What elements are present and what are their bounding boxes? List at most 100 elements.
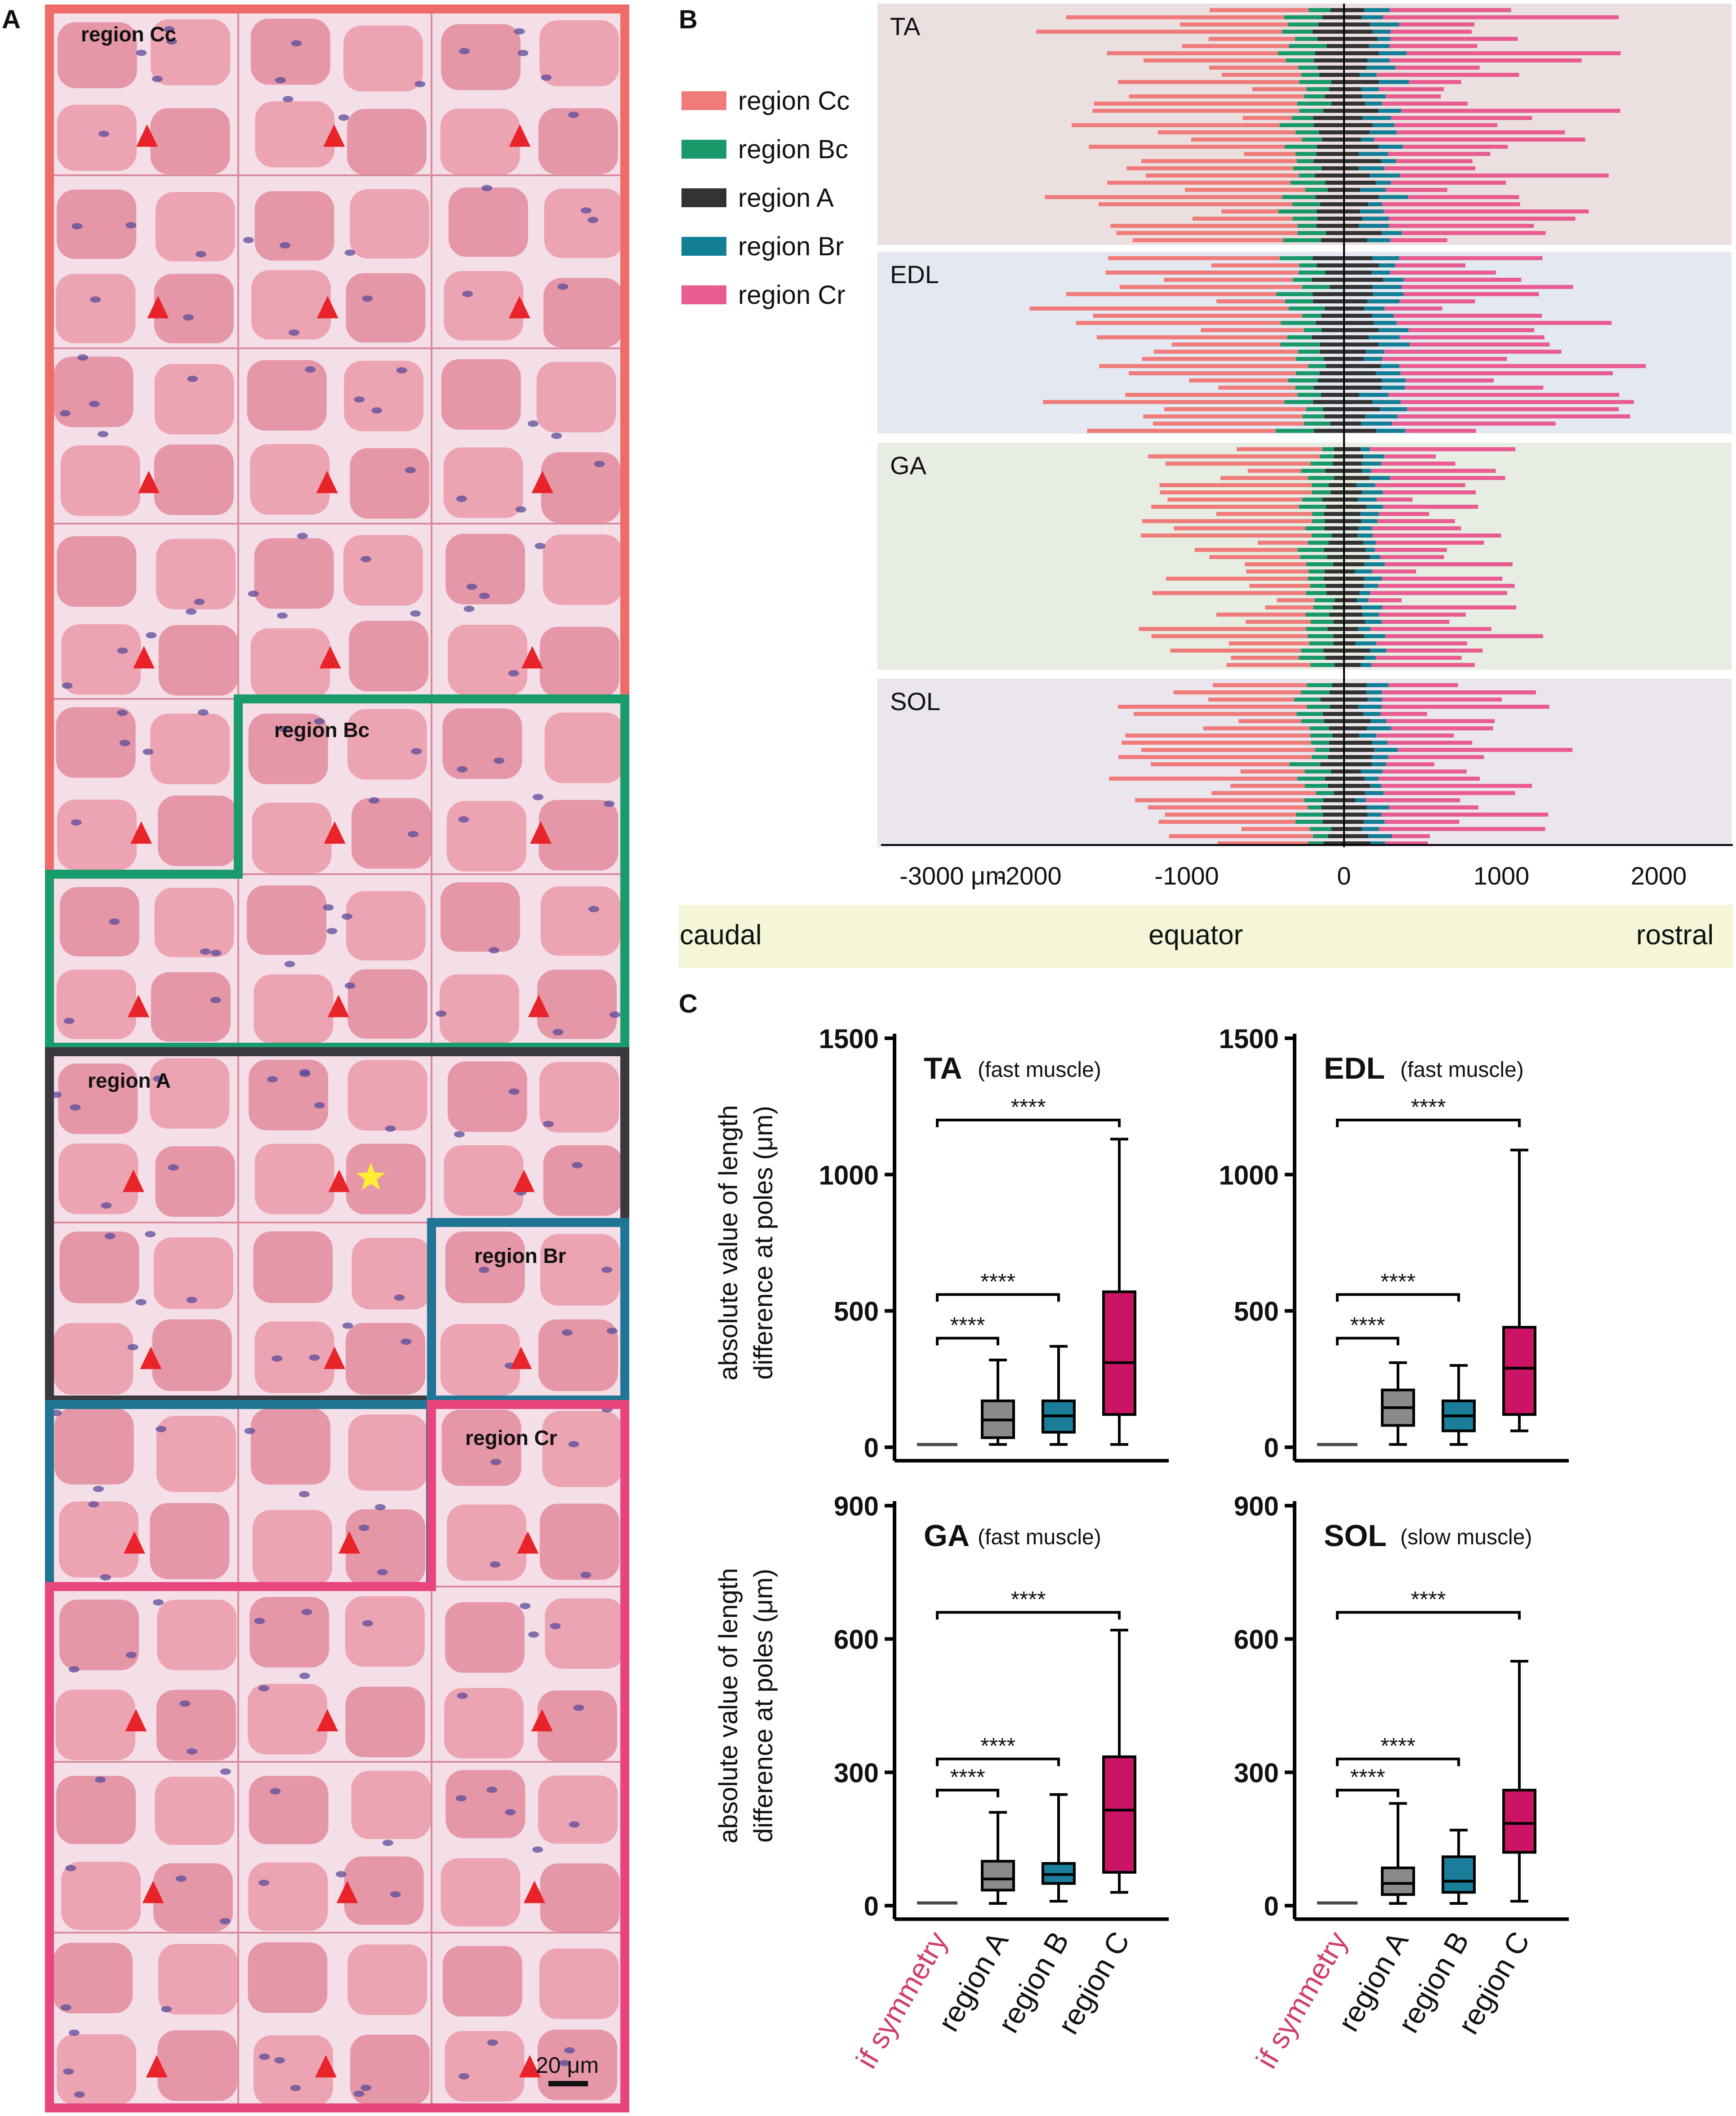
muscle-fiber	[352, 1237, 432, 1310]
nucleus	[136, 49, 147, 56]
pole-length-bar-segment	[1323, 407, 1380, 411]
muscle-fiber	[253, 1231, 333, 1303]
pole-length-bar-segment	[1237, 447, 1322, 451]
nucleus	[277, 612, 288, 619]
pole-length-bar-segment	[1312, 512, 1324, 516]
pole-length-bar-segment	[1329, 726, 1367, 730]
pole-length-bar-segment	[1315, 173, 1370, 178]
nucleus	[254, 1618, 265, 1624]
arrowhead-marker	[510, 1347, 532, 1369]
muscle-fiber	[445, 1602, 525, 1673]
nucleus	[407, 831, 418, 837]
muscle-fiber	[249, 1597, 329, 1668]
pole-length-bar-segment	[1393, 314, 1542, 318]
pole-length-bar-segment	[1391, 726, 1493, 730]
pole-length-bar-segment	[1283, 238, 1321, 242]
nucleus	[127, 1344, 138, 1351]
muscle-fiber	[347, 709, 427, 780]
pole-length-bar-segment	[1389, 217, 1576, 221]
pole-length-bar-segment	[1129, 94, 1304, 98]
pole-length-bar-segment	[1372, 256, 1399, 260]
pole-length-bar-segment	[1389, 805, 1478, 809]
pole-length-bar-segment	[1332, 462, 1362, 466]
pole-length-bar-segment	[1328, 541, 1364, 545]
nucleus	[344, 249, 356, 256]
pole-length-bar-segment	[1148, 454, 1320, 458]
pole-length-bar-segment	[1369, 555, 1380, 559]
arrowhead-marker	[124, 1531, 146, 1554]
pole-length-bar-segment	[1371, 719, 1386, 723]
pole-length-bar-segment	[1157, 130, 1296, 134]
pole-length-bar-segment	[1249, 584, 1310, 588]
muscle-fiber	[156, 1416, 236, 1492]
nucleus	[220, 1768, 231, 1775]
muscle-fiber	[440, 108, 520, 175]
pole-length-bar-segment	[1366, 350, 1384, 354]
pole-length-bar-segment	[1302, 498, 1322, 502]
pole-length-bar-segment	[1141, 159, 1297, 163]
pole-length-bar-segment	[1313, 256, 1373, 260]
pole-length-bar-segment	[1370, 649, 1386, 653]
pole-length-bar-segment	[1388, 755, 1484, 759]
y-tick-label: 900	[1234, 1491, 1279, 1521]
region-label: region Cr	[465, 1426, 557, 1449]
pole-length-bar-segment	[1399, 335, 1545, 339]
arrowhead-marker	[519, 2055, 541, 2078]
rostral-label: rostral	[1636, 920, 1714, 951]
pole-length-bar-segment	[1363, 820, 1384, 824]
muscle-fiber	[252, 802, 332, 873]
nucleus	[454, 1131, 465, 1138]
pole-length-bar-segment	[1362, 116, 1391, 120]
muscle-fiber	[445, 533, 525, 605]
nucleus	[487, 2039, 498, 2046]
pole-length-bar-segment	[1376, 429, 1406, 433]
muscle-fiber	[540, 1234, 620, 1306]
muscle-fiber	[448, 624, 528, 695]
muscle-fiber	[59, 887, 139, 957]
nucleus	[371, 407, 383, 414]
pole-length-bar-segment	[1298, 66, 1318, 70]
pole-length-bar-segment	[1390, 37, 1518, 41]
legend-item: region Bc	[681, 125, 870, 173]
pole-length-bar-segment	[1391, 181, 1506, 185]
nucleus	[457, 1692, 468, 1699]
nucleus	[298, 1491, 310, 1498]
nucleus	[195, 251, 206, 258]
nucleus	[528, 1631, 539, 1638]
pole-length-bar-segment	[1395, 263, 1466, 267]
pole-length-bar-segment	[1309, 8, 1331, 12]
nucleus	[220, 1918, 231, 1925]
x-tick-label: 2000	[1631, 862, 1687, 890]
pole-length-bar-segment	[1376, 498, 1413, 502]
pole-length-bar-segment	[1378, 342, 1410, 347]
nucleus	[98, 431, 109, 437]
nucleus	[385, 1125, 396, 1132]
pole-length-bar-segment	[1358, 627, 1371, 631]
pole-length-bar-segment	[1410, 342, 1550, 347]
significance-bracket	[936, 1119, 1121, 1127]
pole-length-bar-segment	[1315, 51, 1379, 55]
muscle-fiber	[56, 707, 136, 778]
pole-length-bar-segment	[1241, 827, 1310, 831]
pole-length-bar-segment	[1322, 138, 1361, 142]
pole-length-bar-segment	[1313, 400, 1373, 404]
nucleus	[489, 947, 500, 954]
y-tick-label: 1500	[819, 1024, 879, 1054]
pole-length-bar-segment	[1107, 51, 1278, 55]
muscle-fiber	[346, 1323, 426, 1395]
legend-item: region Cc	[681, 76, 870, 125]
y-axis-title-line: absolute value of length	[714, 1105, 743, 1381]
nucleus	[164, 26, 175, 33]
significance-bracket	[1336, 1293, 1460, 1302]
pole-length-bar-segment	[1399, 364, 1646, 368]
muscle-fiber	[441, 24, 521, 90]
nucleus	[100, 1574, 111, 1581]
pole-length-bar-segment	[1372, 755, 1389, 759]
pole-length-bar-segment	[1384, 166, 1476, 170]
pole-length-bar-segment	[1375, 181, 1391, 185]
nucleus	[153, 1076, 164, 1082]
pole-length-bar-segment	[1409, 80, 1461, 84]
nucleus	[588, 217, 599, 223]
nucleus	[161, 2006, 172, 2013]
nucleus	[186, 608, 197, 615]
